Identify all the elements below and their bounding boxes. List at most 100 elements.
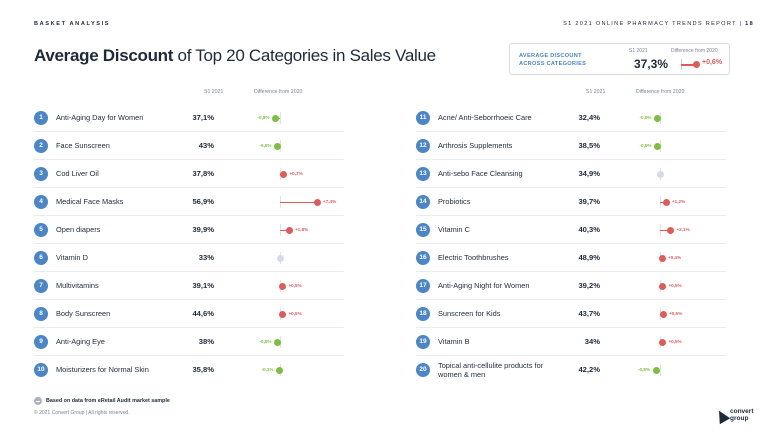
- col-diff-right: Difference from 2020: [636, 89, 685, 95]
- diff-label: +1,8%: [295, 227, 309, 232]
- zero-axis: [280, 112, 281, 124]
- discount-value: 43%: [198, 141, 214, 150]
- table-row: 10 Moisturizers for Normal Skin 35,8%: [34, 360, 354, 380]
- footnote: Based on data from eRetail Audit market …: [34, 397, 170, 405]
- diff-point: [285, 226, 293, 234]
- discount-value: 35,8%: [192, 365, 214, 374]
- rank-badge: 2: [34, 139, 48, 153]
- diff-point: [279, 310, 286, 318]
- category-label: Open diapers: [56, 225, 101, 234]
- summary-diff-label: +0,6%: [702, 59, 723, 66]
- rank-badge: 7: [34, 279, 48, 293]
- category-label: Sunscreen for Kids: [438, 309, 501, 318]
- table-row: 18 Sunscreen for Kids 43,7%: [416, 304, 736, 324]
- rank-badge: 4: [34, 195, 48, 209]
- row-separator: [416, 187, 726, 188]
- diff-point: [667, 226, 674, 234]
- diff-bar: [660, 229, 671, 231]
- category-label: Vitamin B: [438, 337, 470, 346]
- category-label: Anti-Aging Night for Women: [438, 281, 530, 290]
- diff-label: +2,1%: [676, 227, 690, 232]
- discount-value: 34%: [584, 337, 600, 346]
- diff-label: -0,5%: [259, 339, 272, 344]
- logo-text-line2: group: [730, 415, 749, 422]
- summary-label-line2: ACROSS CATEGORIES: [519, 61, 587, 67]
- diff-label: -0,9%: [257, 115, 270, 120]
- diff-point: [659, 338, 666, 346]
- table-row: 4 Medical Face Masks 56,9%: [34, 192, 354, 212]
- category-label: Anti-sebo Face Cleansing: [438, 169, 523, 178]
- table-row: 15 Vitamin C 40,3%: [416, 220, 736, 240]
- row-separator: [34, 215, 344, 216]
- discount-value: 33%: [198, 253, 214, 262]
- category-label: Face Sunscreen: [56, 141, 110, 150]
- category-label: Topical anti-cellulite products for wome…: [438, 361, 544, 379]
- discount-value: 39,2%: [578, 281, 600, 290]
- row-separator: [416, 327, 726, 328]
- rank-badge: 20: [416, 363, 430, 377]
- row-separator: [34, 327, 344, 328]
- diff-point: [279, 282, 286, 290]
- diff-point: [654, 142, 661, 150]
- row-separator: [416, 299, 726, 300]
- convert-group-logo: convert group: [713, 406, 760, 426]
- logo-text-line1: convert: [730, 408, 754, 415]
- report-header: S1 2021 ONLINE PHARMACY TRENDS REPORT | …: [563, 21, 754, 27]
- table-row: 12 Arthrosis Supplements 38,5%: [416, 136, 736, 156]
- rank-badge: 12: [416, 139, 430, 153]
- table-row: 19 Vitamin B 34%: [416, 332, 736, 352]
- diff-point: [313, 198, 321, 206]
- table-row: 7 Multivitamins 39,1%: [34, 276, 354, 296]
- rank-badge: 11: [416, 111, 430, 125]
- row-separator: [416, 355, 726, 356]
- discount-value: 44,6%: [192, 309, 214, 318]
- table-row: 3 Cod Liver Oil 37,8%: [34, 164, 354, 184]
- diff-point: [652, 366, 660, 374]
- summary-label-line1: AVERAGE DISCOUNT: [519, 53, 582, 59]
- discount-value: 37,8%: [192, 169, 214, 178]
- row-separator: [416, 243, 726, 244]
- discount-value: 32,4%: [578, 113, 600, 122]
- row-separator: [416, 215, 726, 216]
- table-row: 20 Topical anti-cellulite products for wo…: [416, 360, 736, 380]
- rank-badge: 9: [34, 335, 48, 349]
- diff-point: [658, 254, 666, 262]
- discount-value: 34,9%: [578, 169, 600, 178]
- col-s1-left: S1 2021: [204, 89, 224, 95]
- diff-point: [659, 310, 667, 318]
- diff-point: [656, 170, 664, 178]
- logo-mark-icon: [713, 407, 731, 425]
- diff-label: +0,4%: [668, 255, 682, 260]
- rank-badge: 5: [34, 223, 48, 237]
- discount-value: 42,2%: [578, 365, 600, 374]
- table-row: 8 Body Sunscreen 44,6%: [34, 304, 354, 324]
- category-label: Anti-Aging Day for Women: [56, 113, 144, 122]
- diff-point: [274, 338, 281, 346]
- diff-label: -0,5%: [639, 143, 652, 148]
- rank-badge: 17: [416, 279, 430, 293]
- table-row: 6 Vitamin D 33%: [34, 248, 354, 268]
- diff-label: +0,5%: [668, 339, 682, 344]
- row-separator: [34, 159, 344, 160]
- diff-point: [276, 254, 284, 262]
- discount-value: 48,9%: [578, 253, 600, 262]
- summary-diff-point: [692, 61, 700, 68]
- info-icon: [34, 397, 42, 405]
- row-separator: [416, 131, 726, 132]
- summary-label: AVERAGE DISCOUNT ACROSS CATEGORIES: [519, 52, 586, 68]
- diff-label: +0,5%: [288, 311, 302, 316]
- table-row: 16 Electric Toothbrushes 48,9%: [416, 248, 736, 268]
- category-label: Vitamin D: [56, 253, 88, 262]
- rank-badge: 16: [416, 251, 430, 265]
- category-label: Acne/ Anti-Seborrhoeic Care: [438, 113, 532, 122]
- diff-label: -0,5%: [259, 143, 272, 148]
- diff-label: +0,5%: [288, 283, 302, 288]
- diff-bar: [280, 229, 289, 231]
- col-s1-right: S1 2021: [586, 89, 606, 95]
- row-separator: [416, 271, 726, 272]
- category-label: Vitamin C: [438, 225, 470, 234]
- report-title: S1 2021 ONLINE PHARMACY TRENDS REPORT: [563, 21, 737, 27]
- rank-badge: 1: [34, 111, 48, 125]
- diff-point: [272, 114, 279, 122]
- diff-label: -0,5%: [639, 115, 652, 120]
